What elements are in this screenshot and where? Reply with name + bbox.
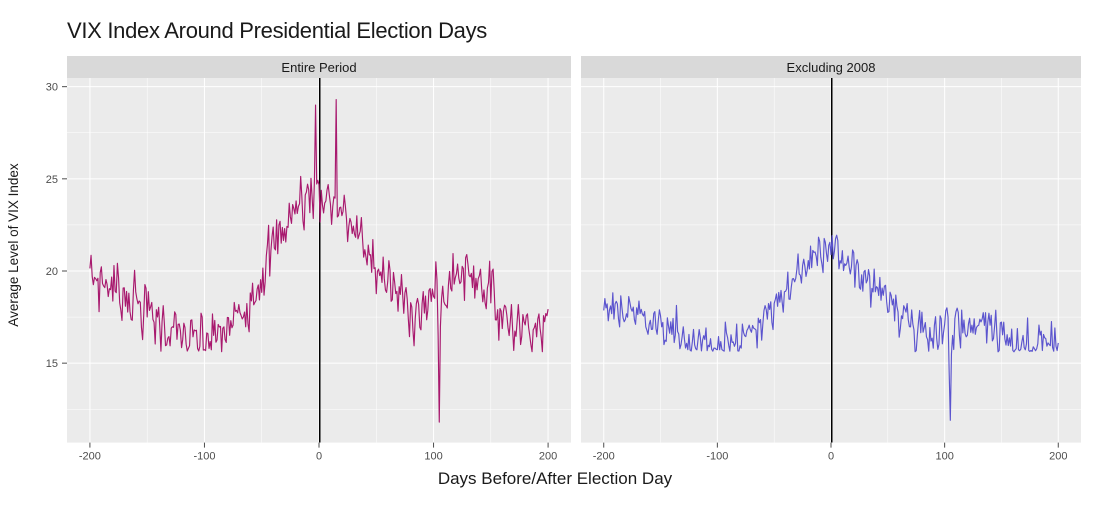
svg-text:200: 200 (1049, 451, 1067, 463)
svg-text:0: 0 (316, 451, 322, 463)
svg-text:-200: -200 (593, 451, 615, 463)
svg-text:200: 200 (539, 451, 557, 463)
svg-text:Entire Period: Entire Period (281, 60, 356, 75)
svg-text:20: 20 (46, 266, 58, 278)
svg-text:-100: -100 (193, 451, 215, 463)
svg-text:100: 100 (424, 451, 442, 463)
svg-text:25: 25 (46, 174, 58, 186)
svg-text:-100: -100 (706, 451, 728, 463)
svg-text:Excluding 2008: Excluding 2008 (787, 60, 876, 75)
svg-text:100: 100 (935, 451, 953, 463)
svg-text:15: 15 (46, 358, 58, 370)
svg-text:-200: -200 (79, 451, 101, 463)
svg-text:30: 30 (46, 82, 58, 94)
svg-text:0: 0 (828, 451, 834, 463)
